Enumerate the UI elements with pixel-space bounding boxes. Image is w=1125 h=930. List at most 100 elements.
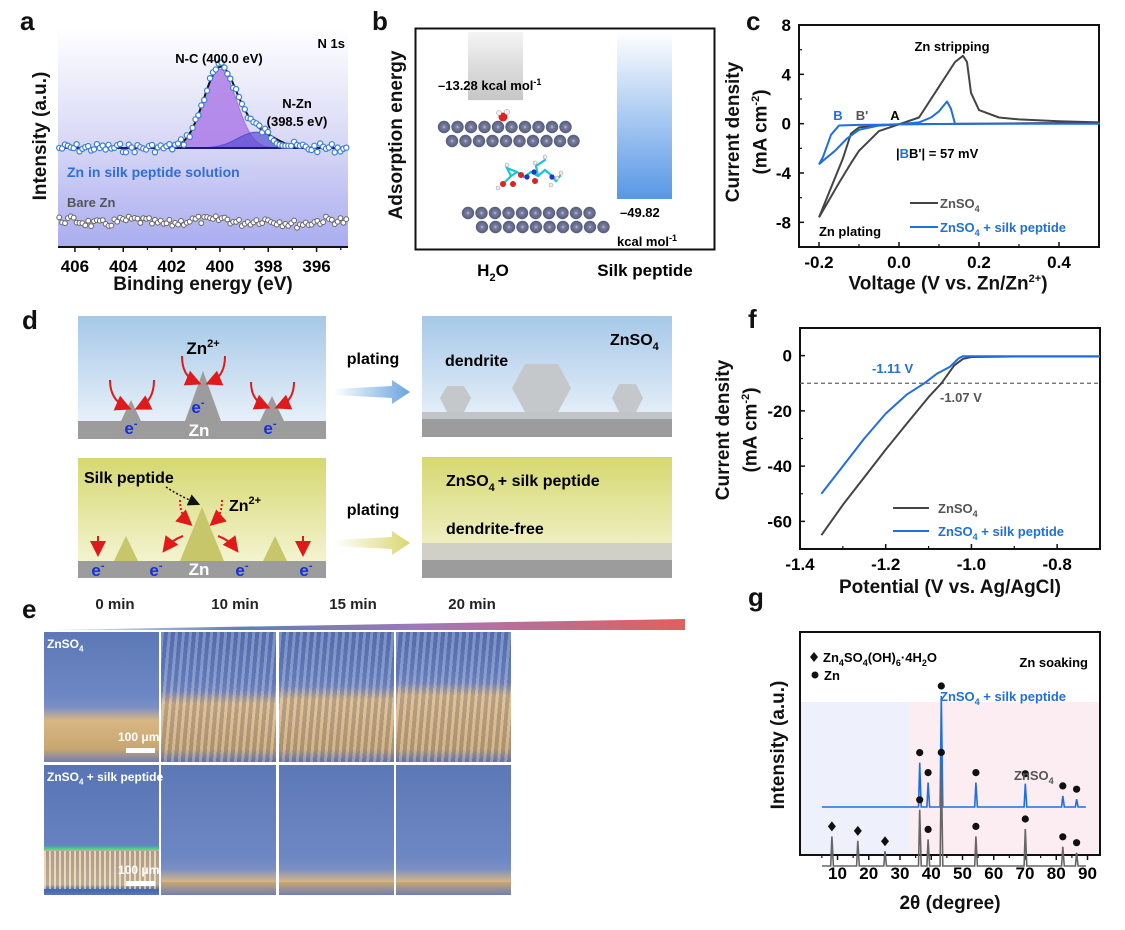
category-label-silk: Silk peptide xyxy=(597,261,692,280)
data-point-solution xyxy=(218,59,225,66)
x-tick-label: 80 xyxy=(1047,864,1066,883)
data-point-bare xyxy=(212,213,219,220)
data-point-solution xyxy=(224,70,231,77)
y-tick-label: -40 xyxy=(767,457,792,476)
data-point-solution xyxy=(256,122,263,129)
zn-atom xyxy=(556,206,569,220)
series-label-silk: ZnSO4 + silk peptide xyxy=(940,689,1066,707)
zn-atom xyxy=(502,206,515,220)
data-point-bare xyxy=(259,220,266,227)
bar-silk-peptide xyxy=(617,32,672,199)
series-label-bare: Bare Zn xyxy=(67,195,115,210)
legend-label-znso4: ZnSO4 xyxy=(940,196,980,214)
data-point-solution xyxy=(84,142,92,150)
adsorption-chart: –13.28 kcal mol-1 –49.82 kcal mol-1 H2O … xyxy=(414,27,716,284)
data-point-solution xyxy=(238,100,246,108)
zn-atom xyxy=(545,120,559,134)
xps-x-label: Binding energy (eV) xyxy=(113,274,293,295)
panel-label-c: c xyxy=(746,6,761,36)
data-point-bare xyxy=(62,220,68,227)
data-point-solution xyxy=(116,140,124,148)
zn-peak-marker xyxy=(1021,770,1029,778)
zn-peak-marker xyxy=(1073,785,1081,793)
data-point-solution xyxy=(192,116,199,123)
zn-protrusion-coated xyxy=(263,536,287,561)
data-point-solution xyxy=(227,75,234,82)
y-tick-label: -20 xyxy=(767,402,792,421)
zn-peak-marker xyxy=(916,796,924,804)
diamond-marker-icon xyxy=(810,652,818,662)
x-tick-label: -1.0 xyxy=(957,555,986,574)
data-point-bare xyxy=(328,216,335,223)
zn-atom xyxy=(529,220,543,234)
zn-atom xyxy=(505,120,518,134)
label-electron: e- xyxy=(124,418,137,438)
zn-atom xyxy=(478,120,491,134)
image-row-label: ZnSO4 + silk peptide xyxy=(47,770,164,787)
zn-peak-marker xyxy=(924,769,932,777)
time-label-20: 20 min xyxy=(448,596,496,613)
zn-atom xyxy=(464,120,478,134)
data-point-bare xyxy=(166,217,173,223)
optical-image-silk-10min xyxy=(161,765,276,895)
zn-atom xyxy=(488,206,502,220)
data-point-solution xyxy=(343,144,350,151)
x-tick-label: 404 xyxy=(109,257,138,276)
schematic-silk-before: Silk peptide Zn2+ e- e- e- e- Zn xyxy=(78,458,326,580)
zn-peak-marker xyxy=(937,748,945,756)
panel-label-d: d xyxy=(22,305,38,335)
plating-arrow-label-top: plating xyxy=(347,351,399,368)
label-zn-ion: Zn2+ xyxy=(186,338,219,358)
zn-atom xyxy=(583,206,596,220)
zn-atom xyxy=(513,134,526,148)
data-point-bare xyxy=(82,222,89,229)
water-molecule-icon xyxy=(496,109,510,122)
x-tick-label: 40 xyxy=(922,864,941,883)
data-point-solution xyxy=(169,146,176,153)
x-tick-label: 10 xyxy=(828,864,847,883)
data-point-bare xyxy=(99,217,106,224)
annotation-znso4-onset: -1.07 V xyxy=(940,390,982,405)
series-label-solution: Zn in silk peptide solution xyxy=(67,164,240,180)
xrd-shade-left xyxy=(801,702,909,854)
data-point-bare xyxy=(85,217,92,224)
data-point-solution xyxy=(314,148,321,156)
x-tick-label: 20 xyxy=(859,864,878,883)
data-point-bare xyxy=(56,214,63,221)
data-point-solution xyxy=(331,149,338,156)
zn-atom xyxy=(516,220,529,234)
data-point-solution xyxy=(151,149,159,156)
zn-atom xyxy=(540,134,553,148)
y-tick-label: 0 xyxy=(783,347,792,366)
zn-atom xyxy=(486,134,499,148)
data-point-solution xyxy=(328,141,335,148)
data-point-bare xyxy=(236,217,242,223)
zn-atom xyxy=(569,206,583,220)
xps-title: N 1s xyxy=(318,36,345,51)
x-tick-label: 0.2 xyxy=(967,253,991,272)
zn-peak-marker xyxy=(1073,839,1081,847)
label-silk-peptide: Silk peptide xyxy=(84,470,174,487)
zn-atom xyxy=(489,220,502,234)
data-point-solution xyxy=(102,146,109,153)
label-electron: e- xyxy=(91,560,104,580)
data-point-bare xyxy=(320,219,327,226)
data-point-bare xyxy=(343,216,350,223)
annotation-nzn: N-Zn xyxy=(282,96,312,111)
lsv-chart: 0 -20 -40 -60 -1.4 -1.2 -1.0 -0.8 -1.11 V -1.07… xyxy=(767,327,1101,574)
annotation-bb-distance: |BB'| = 57 mV xyxy=(896,146,979,161)
zn-protrusion xyxy=(260,396,284,421)
data-point-solution xyxy=(177,136,185,143)
zn-peak-marker xyxy=(1059,833,1067,841)
data-point-bare xyxy=(134,215,141,222)
zn-peak-marker xyxy=(972,822,980,830)
data-point-bare xyxy=(70,214,77,221)
zn-protrusion-coated xyxy=(114,536,138,561)
y-tick-label: -60 xyxy=(767,512,792,531)
panel-label-f: f xyxy=(748,304,757,334)
lsv-y-label: Current density (mA cm-2) xyxy=(713,320,762,540)
data-point-bare xyxy=(114,218,121,225)
zn-atom xyxy=(556,220,570,234)
data-point-solution xyxy=(128,144,135,151)
xrd-pattern-znso4 xyxy=(821,762,1086,867)
